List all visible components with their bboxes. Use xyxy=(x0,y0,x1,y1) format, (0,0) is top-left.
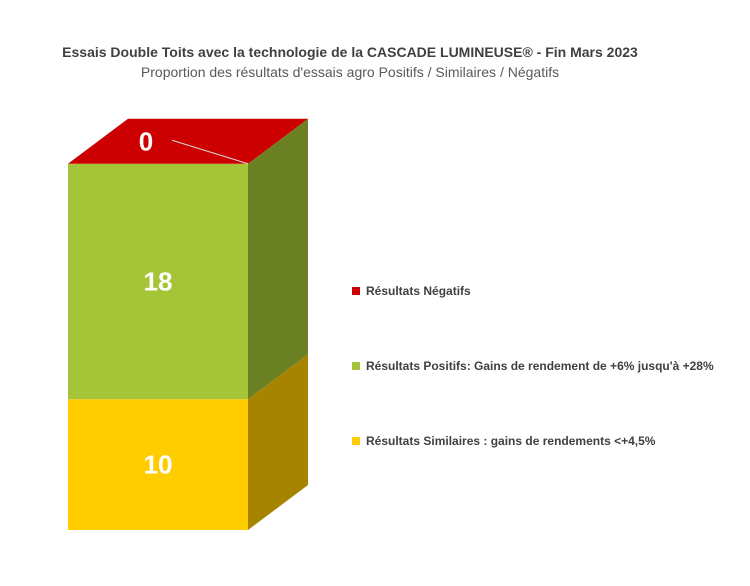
legend-item-0: Résultats Similaires : gains de rendemen… xyxy=(352,434,655,448)
data-label-0: 10 xyxy=(144,450,173,480)
legend-label-2: Résultats Négatifs xyxy=(366,284,471,298)
chart-title: Essais Double Toits avec la technologie … xyxy=(62,44,638,60)
data-label-leader-2 xyxy=(171,139,249,165)
data-label-2: 0 xyxy=(139,126,153,156)
bar-side-1 xyxy=(248,118,308,400)
legend-swatch-2 xyxy=(352,287,360,295)
bar-top-face xyxy=(68,118,308,164)
legend-swatch-0 xyxy=(352,437,360,445)
legend-label-0: Résultats Similaires : gains de rendemen… xyxy=(366,434,656,448)
bar-side-0 xyxy=(248,354,308,530)
legend-label-1: Résultats Positifs: Gains de rendement d… xyxy=(366,359,714,373)
legend-item-2: Résultats Négatifs xyxy=(352,284,471,298)
bar-segment-1 xyxy=(68,163,248,400)
legend-item-1: Résultats Positifs: Gains de rendement d… xyxy=(352,359,714,373)
legend-swatch-1 xyxy=(352,362,360,370)
legend: Résultats Négatifs Résultats Positifs: Ga… xyxy=(352,0,742,586)
bar-segment-0 xyxy=(68,399,248,530)
chart-subtitle: Proportion des résultats d'essais agro P… xyxy=(140,64,560,80)
data-label-1: 18 xyxy=(144,266,173,296)
